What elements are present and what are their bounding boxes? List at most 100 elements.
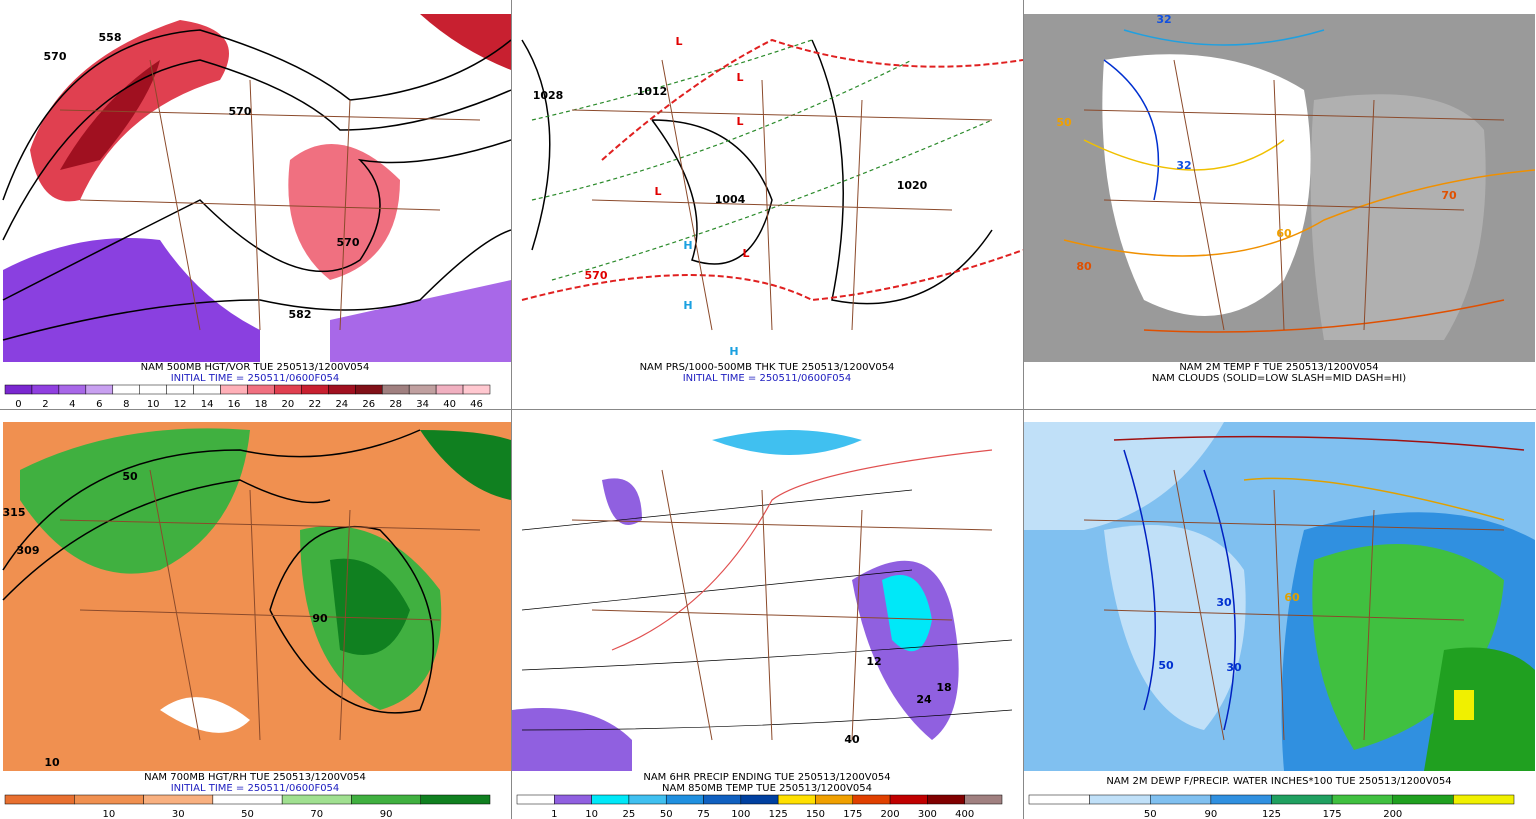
caption: NAM 6HR PRECIP ENDING TUE 250513/1200V05… [643,772,890,783]
panel-svg: 570 558 570 582 570 NAM 500MB HGT/VOR TUE 250… [2,14,511,409]
colorbar-label: 100 [731,809,750,819]
map-label: L [654,185,661,198]
map-label: 30 [1226,661,1242,674]
thickness-552 [601,38,1023,161]
colorbar-swatch [777,794,816,805]
border [571,59,993,331]
colorbar-swatch [1271,794,1333,805]
contour [2,429,421,571]
map-label: L [736,71,743,84]
panel-svg: 309 315 50 90 10 NAM 700MB HGT/RH TUE 250513/… [2,422,511,819]
colorbar-label: 70 [310,809,323,819]
colorbar-label: 10 [103,809,116,819]
map-label: 50 [1056,116,1072,129]
isotherm [1063,169,1536,257]
map-label: 24 [916,693,932,706]
isotherm [521,489,913,531]
border [1083,59,1505,331]
colorbar-swatch [1150,794,1212,805]
colorbar-swatch [4,384,33,395]
panel-svg: 32 32 60 70 80 50 NAM 2M TEMP F TUE 250513/120… [1024,13,1536,384]
colorbar-swatch [852,794,891,805]
caption: NAM 700MB HGT/RH TUE 250513/1200V054 [144,772,366,783]
contour [651,119,773,265]
colorbar-swatch [462,384,491,395]
colorbar-swatch [166,384,194,395]
colorbar-label: 28 [389,399,402,409]
map-label: 582 [289,308,312,321]
thickness [531,39,813,121]
colorbar-label: 18 [255,399,268,409]
map-label: 570 [337,236,360,249]
colorbar-swatch [355,384,383,395]
colorbar-swatch [1210,794,1272,805]
colorbar-label: 90 [380,809,393,819]
colorbar-swatch [139,384,167,395]
map-label: L [675,35,682,48]
colorbar-swatch [1089,794,1151,805]
isotherm [1123,29,1325,46]
panel-svg: 40 12 18 24 NAM 6HR PRECIP ENDING TUE 250513… [512,422,1023,819]
colorbar-swatch [193,384,221,395]
isotherm [1103,59,1160,201]
colorbar-swatch [301,384,329,395]
colorbar-swatch [1331,794,1393,805]
precip-area [602,478,642,525]
colorbar-swatch [703,794,742,805]
precip-area [512,708,632,771]
map-label: 1028 [533,89,564,102]
map-label: 570 [229,105,252,118]
map-label: 1012 [637,85,668,98]
contour [811,39,993,305]
colorbar-swatch [420,794,491,805]
pw-area [1024,422,1224,530]
colorbar-label: 6 [96,399,102,409]
map-label: L [736,115,743,128]
border [59,59,481,331]
map-label: 40 [844,733,860,746]
map-label: 50 [1158,659,1174,672]
colorbar-swatch [435,384,464,395]
map-label: 32 [1156,13,1171,26]
isotherm [521,709,1013,731]
panel-precip: 40 12 18 24 NAM 6HR PRECIP ENDING TUE 250513… [512,410,1023,819]
colorbar-swatch [1392,794,1454,805]
colorbar-label: 400 [955,809,974,819]
map-label: 30 [1216,596,1232,609]
colorbar-label: 300 [918,809,937,819]
colorbar-swatch [1028,794,1090,805]
colorbar-label: 175 [843,809,862,819]
map-label: 570 [44,50,67,63]
caption: NAM CLOUDS (SOLID=LOW SLASH=MID DASH=HI) [1152,373,1406,384]
colorbar-swatch [591,794,630,805]
rh-area [20,428,250,574]
map-label: L [742,247,749,260]
map-label: 18 [936,681,951,694]
map-label: 32 [1176,159,1191,172]
panel-dewpoint: 30 50 60 30 NAM 2M DEWP F/PRECIP. WATER INCH… [1024,410,1536,819]
colorbar-swatch [964,794,1003,805]
dewpoint [1123,449,1156,711]
caption: NAM 500MB HGT/VOR TUE 250513/1200V054 [141,362,370,373]
panel-svg: L L L L L H H H 1028 1004 1020 1012 570 NAM PRS/1000-… [512,14,1023,384]
colorbar-label: 200 [1383,809,1402,819]
colorbar-swatch [381,384,410,395]
rh-area [330,558,410,655]
caption: NAM 850MB TEMP TUE 250513/1200V054 [662,783,872,794]
colorbar-label: 14 [201,399,214,409]
colorbar-label: 12 [174,399,187,409]
colorbar-label: 4 [69,399,75,409]
colorbar-swatch [281,794,352,805]
pw-area [1424,647,1535,771]
pw-area [1104,525,1246,730]
contour [269,525,435,714]
colorbar-label: 25 [623,809,636,819]
caption: INITIAL TIME = 250511/0600F054 [683,373,852,384]
map-label: H [683,239,692,252]
rh-area [420,430,511,500]
colorbar-swatch [740,794,779,805]
colorbar-label: 150 [806,809,825,819]
contour [2,229,511,341]
colorbar-swatch [815,794,854,805]
